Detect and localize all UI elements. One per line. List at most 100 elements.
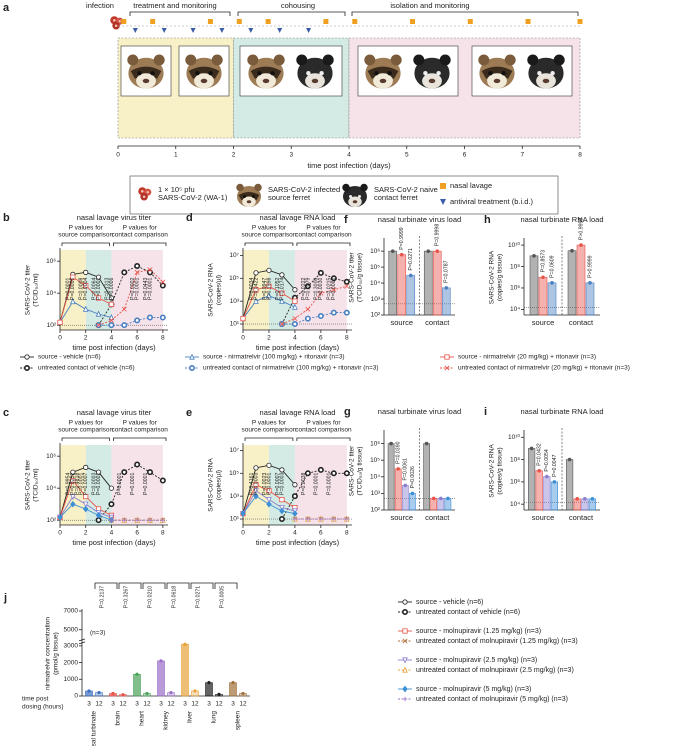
data-point	[70, 469, 76, 475]
p-value: P=0.0001	[117, 473, 123, 495]
data-point	[253, 297, 259, 304]
data-point	[108, 301, 115, 307]
x-tick-label: 6	[319, 530, 323, 537]
group-label: 3	[135, 701, 139, 708]
header-text: P values for	[123, 420, 158, 427]
header-bracket	[296, 437, 351, 441]
data-point	[108, 322, 115, 329]
chart-title: nasal turbinate virus load	[378, 407, 461, 416]
data-point	[266, 497, 272, 504]
x-tick-label: kidney	[163, 710, 170, 730]
p-value: P=0.0064	[91, 278, 97, 300]
y-axis-label: SARS-CoV-2 RNA	[489, 444, 496, 498]
data-point	[291, 493, 298, 500]
header-text: P values for	[306, 225, 341, 232]
p-value: P=0.0422	[253, 278, 259, 300]
bar-point	[426, 249, 431, 253]
chart-title: nasal lavage RNA load	[260, 213, 336, 222]
stage-bracket	[351, 11, 579, 16]
p-value: P=0.0030	[318, 278, 324, 300]
x-axis-label: time post infection (days)	[256, 343, 340, 352]
data-point	[121, 306, 127, 312]
y-tick-label: 10⁴	[370, 280, 380, 287]
data-point	[253, 270, 259, 276]
data-point	[330, 309, 337, 316]
y-axis-label: (copies/g tissue)	[497, 447, 504, 494]
data-point	[95, 310, 102, 317]
x-tick-label: 6	[135, 530, 139, 537]
y-axis-label: (TCID₅₀/g tissue)	[357, 253, 364, 302]
data-point	[122, 517, 127, 523]
x-axis-label: time post	[22, 696, 49, 703]
x-tick-label: 8	[161, 335, 165, 342]
data-point	[279, 321, 285, 327]
bar	[397, 254, 407, 316]
legend-text: source - molnupiravir (1.25 mg/kg) (n=3)	[416, 628, 541, 635]
data-point	[279, 507, 285, 515]
bracket	[142, 582, 166, 589]
p-value: P=0.0061	[403, 458, 409, 480]
treatment-icon	[132, 28, 138, 33]
data-point	[402, 628, 408, 634]
header-text: source comparison	[241, 427, 296, 434]
data-point	[57, 514, 63, 521]
data-point	[82, 505, 89, 513]
panel-label: i	[484, 406, 487, 418]
bar-point	[583, 497, 587, 501]
ferret-icon	[296, 54, 334, 89]
y-tick-label: 10⁵	[370, 264, 380, 271]
x-tick-label: 4	[110, 530, 114, 537]
bar	[441, 287, 451, 316]
y-axis-label: (copies/µl)	[216, 470, 223, 500]
bar-point	[207, 681, 211, 685]
bar-point	[169, 691, 173, 695]
bar	[529, 255, 539, 316]
panel-label: e	[186, 407, 192, 419]
data-point	[343, 278, 350, 285]
lavage-icon	[577, 19, 583, 24]
x-tick-label: 0	[58, 530, 62, 537]
data-point	[83, 282, 89, 289]
p-value: P=0.3267	[123, 586, 129, 608]
y-axis-label: (TCID₅₀/ml)	[33, 468, 40, 501]
lavage-icon	[265, 19, 271, 24]
data-point	[305, 306, 311, 312]
legend-text: source - vehicle (n=6)	[416, 599, 484, 606]
x-tick-label: 2	[84, 530, 88, 537]
header-bracket	[244, 242, 294, 246]
x-tick-label: 4	[347, 152, 351, 159]
chart-title: nasal lavage virus titer	[77, 213, 152, 222]
y-tick-label: 10²	[371, 312, 381, 319]
bar	[157, 660, 165, 697]
data-point	[82, 501, 89, 508]
p-value: P=0.0004	[83, 278, 89, 300]
data-point	[70, 297, 76, 305]
bar	[538, 276, 548, 316]
group-label: 12	[143, 701, 151, 708]
data-point	[253, 488, 259, 495]
data-point	[304, 470, 311, 477]
x-tick-label: 8	[578, 152, 582, 159]
group-label: 3	[87, 701, 91, 708]
bar-point	[183, 642, 187, 646]
chart-panel: j nirmatrelvir concentration (pmol/g tissu…	[3, 582, 250, 746]
p-value: P=0.0005	[219, 586, 225, 608]
y-tick-label: 3000	[64, 643, 79, 650]
data-point	[266, 267, 272, 273]
stage-bracket	[129, 11, 231, 16]
data-point	[266, 292, 272, 299]
ferret-icon	[478, 54, 516, 89]
y-tick-label: 10⁴	[510, 306, 520, 313]
x-tick-label: 3	[289, 152, 293, 159]
x-tick-label: 7	[520, 152, 524, 159]
p-value: P=0.0210	[147, 586, 153, 608]
y-axis-label: SARS-CoV-2 RNA	[208, 458, 215, 512]
data-point	[95, 274, 102, 280]
ferret-icon	[527, 54, 565, 89]
data-point	[317, 466, 324, 473]
data-point	[344, 516, 350, 522]
data-point	[278, 516, 285, 523]
data-point	[108, 313, 115, 321]
bar-point	[567, 457, 572, 462]
y-tick-label: 10⁵	[229, 470, 239, 477]
